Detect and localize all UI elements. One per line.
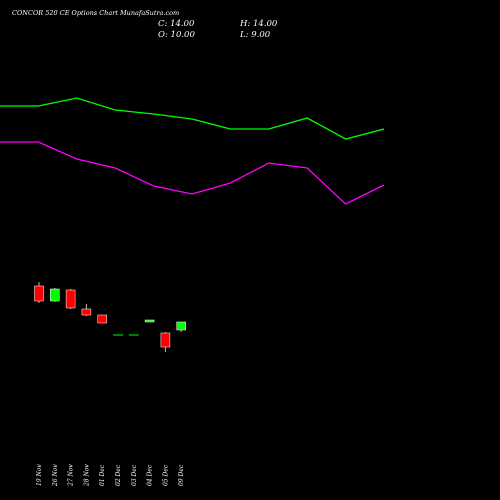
upper-band-line (0, 97, 385, 140)
x-tick-label: 19 Nov (36, 464, 43, 486)
candle (81, 304, 92, 316)
candle-body (65, 289, 76, 309)
candle (50, 288, 60, 302)
lower-band-line (0, 141, 385, 205)
candle-body (144, 319, 155, 323)
candle-body (81, 308, 92, 316)
candle (97, 314, 107, 324)
candle (34, 282, 44, 303)
x-tick-label: 05 Dec (162, 464, 169, 486)
candle (65, 289, 76, 309)
x-tick-label: 09 Dec (178, 464, 185, 486)
candle (176, 321, 186, 332)
candle-body (160, 332, 171, 348)
candle-body (97, 314, 107, 324)
open-value: O: 10.00 (158, 30, 195, 40)
low-value: L: 9.00 (239, 30, 271, 40)
candle (160, 332, 171, 352)
chart-title: CONCOR 520 CE Options Chart MunafaSutra.… (12, 9, 179, 17)
x-tick-label: 27 Nov (68, 464, 75, 487)
candle-body (176, 321, 186, 331)
x-axis-labels: 19 Nov 26 Nov 27 Nov 28 Nov 01 Dec 02 Dec 03 D… (36, 464, 185, 487)
x-tick-label: 28 Nov (83, 464, 90, 487)
x-tick-label: 04 Dec (147, 464, 154, 486)
candle (144, 319, 155, 323)
x-tick-label: 03 Dec (131, 464, 138, 486)
x-tick-label: 01 Dec (99, 464, 106, 486)
x-tick-label: 26 Nov (52, 464, 59, 487)
band-lines (0, 97, 385, 205)
close-value: C: 14.00 (158, 19, 195, 29)
candle-body (50, 288, 60, 302)
x-tick-label: 02 Dec (115, 464, 122, 486)
candles (34, 282, 186, 352)
high-value: H: 14.00 (239, 19, 278, 29)
candle-body (34, 285, 44, 302)
